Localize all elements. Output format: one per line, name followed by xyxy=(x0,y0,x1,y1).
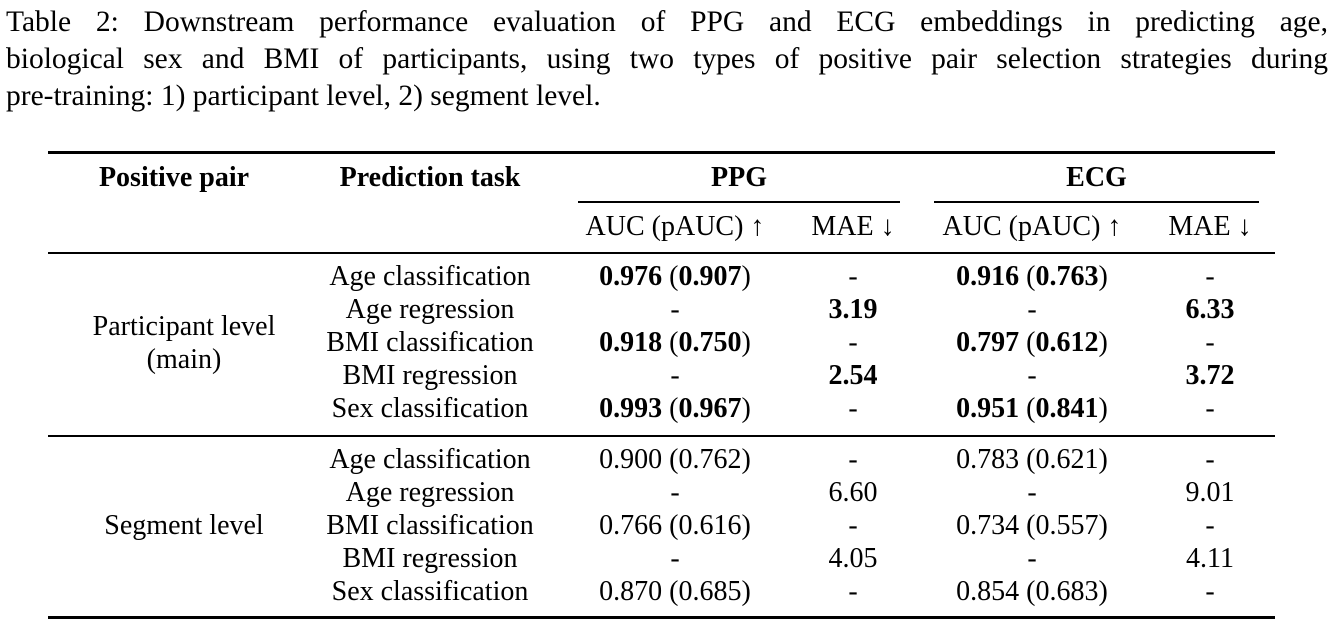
ppg-pauc-value: 0.762 xyxy=(678,444,742,475)
ecg-mae-cell: 9.01 xyxy=(1185,477,1235,508)
col-header-positive-pair: Positive pair xyxy=(98,162,250,193)
ppg-cmidrule xyxy=(578,201,900,203)
ppg-auc-cell: 0.993 (0.967) xyxy=(599,393,751,424)
subheader-ppg-mae: MAE ↓ xyxy=(811,211,895,242)
ecg-auc-cell: 0.783 (0.621) xyxy=(956,444,1108,475)
task-cell: BMI classification xyxy=(326,510,534,541)
ppg-mae-cell: 4.05 xyxy=(828,543,878,574)
col-header-ecg: ECG xyxy=(1066,162,1127,193)
ppg-auc-cell: - xyxy=(670,477,680,508)
ppg-auc-value: 0.870 xyxy=(599,576,663,607)
ecg-pauc-value: 0.621 xyxy=(1035,444,1099,475)
ecg-auc-cell: - xyxy=(1027,477,1037,508)
task-cell: BMI regression xyxy=(342,360,518,391)
ppg-auc-cell: 0.870 (0.685) xyxy=(599,576,751,607)
ecg-auc-value: 0.797 xyxy=(956,327,1020,358)
task-cell: BMI regression xyxy=(342,543,518,574)
ecg-mae-cell: - xyxy=(1205,261,1215,292)
group-label-participant: Participant level xyxy=(92,311,276,342)
ecg-auc-cell: 0.854 (0.683) xyxy=(956,576,1108,607)
ecg-auc-cell: - xyxy=(1027,294,1037,325)
ecg-pauc-value: 0.612 xyxy=(1035,327,1099,358)
top-rule xyxy=(48,151,1275,154)
ppg-auc-cell: - xyxy=(670,543,680,574)
ppg-auc-value: 0.766 xyxy=(599,510,663,541)
group-label-participant-sub: (main) xyxy=(146,344,222,375)
ppg-pauc-value: 0.685 xyxy=(678,576,742,607)
subheader-ecg-auc: AUC (pAUC) ↑ xyxy=(942,211,1122,242)
ppg-mae-cell: 3.19 xyxy=(828,294,878,325)
ecg-auc-cell: - xyxy=(1027,543,1037,574)
ecg-auc-cell: 0.951 (0.841) xyxy=(956,393,1108,424)
ecg-mae-cell: - xyxy=(1205,327,1215,358)
ppg-auc-cell: 0.900 (0.762) xyxy=(599,444,751,475)
ppg-pauc-value: 0.750 xyxy=(678,327,742,358)
ppg-pauc-value: 0.967 xyxy=(678,393,742,424)
ecg-mae-cell: - xyxy=(1205,576,1215,607)
ecg-auc-value: 0.734 xyxy=(956,510,1020,541)
ecg-cmidrule xyxy=(934,201,1259,203)
ecg-auc-cell: - xyxy=(1027,360,1037,391)
group-label-segment: Segment level xyxy=(104,510,264,541)
task-cell: Sex classification xyxy=(331,393,529,424)
ecg-auc-cell: 0.916 (0.763) xyxy=(956,261,1108,292)
ppg-mae-cell: - xyxy=(848,510,858,541)
bottom-rule xyxy=(48,616,1275,619)
subheader-ppg-auc: AUC (pAUC) ↑ xyxy=(585,211,765,242)
ecg-mae-cell: 4.11 xyxy=(1186,543,1234,574)
ppg-mae-cell: 2.54 xyxy=(828,360,878,391)
ppg-auc-value: 0.976 xyxy=(599,261,663,292)
ecg-auc-value: 0.783 xyxy=(956,444,1020,475)
ecg-mae-cell: 3.72 xyxy=(1185,360,1235,391)
ppg-pauc-value: 0.616 xyxy=(678,510,742,541)
ppg-mae-cell: 6.60 xyxy=(828,477,878,508)
task-cell: Age classification xyxy=(329,261,531,292)
ppg-auc-value: 0.900 xyxy=(599,444,663,475)
ppg-auc-cell: 0.918 (0.750) xyxy=(599,327,751,358)
ppg-mae-cell: - xyxy=(848,444,858,475)
subheader-ecg-mae: MAE ↓ xyxy=(1168,211,1252,242)
ppg-auc-cell: - xyxy=(670,294,680,325)
ecg-auc-value: 0.854 xyxy=(956,576,1020,607)
ecg-mae-cell: - xyxy=(1205,510,1215,541)
ppg-auc-value: 0.918 xyxy=(599,327,663,358)
ecg-auc-cell: 0.797 (0.612) xyxy=(956,327,1108,358)
caption-line-3: pre-training: 1) participant level, 2) s… xyxy=(6,80,601,112)
header-rule xyxy=(48,252,1275,254)
ecg-mae-cell: 6.33 xyxy=(1185,294,1235,325)
ppg-mae-cell: - xyxy=(848,393,858,424)
ecg-pauc-value: 0.763 xyxy=(1035,261,1099,292)
task-cell: Age regression xyxy=(345,294,515,325)
ecg-mae-cell: - xyxy=(1205,393,1215,424)
ppg-mae-cell: - xyxy=(848,261,858,292)
ppg-auc-cell: - xyxy=(670,360,680,391)
ecg-pauc-value: 0.557 xyxy=(1035,510,1099,541)
task-cell: BMI classification xyxy=(326,327,534,358)
ecg-mae-cell: - xyxy=(1205,444,1215,475)
ecg-auc-cell: 0.734 (0.557) xyxy=(956,510,1108,541)
ppg-mae-cell: - xyxy=(848,576,858,607)
ppg-mae-cell: - xyxy=(848,327,858,358)
ppg-auc-cell: 0.766 (0.616) xyxy=(599,510,751,541)
task-cell: Age regression xyxy=(345,477,515,508)
task-cell: Sex classification xyxy=(331,576,529,607)
task-cell: Age classification xyxy=(329,444,531,475)
ppg-auc-cell: 0.976 (0.907) xyxy=(599,261,751,292)
ecg-pauc-value: 0.683 xyxy=(1035,576,1099,607)
caption-line-1: Table 2: Downstream performance evaluati… xyxy=(6,6,1328,38)
ecg-pauc-value: 0.841 xyxy=(1035,393,1099,424)
col-header-prediction-task: Prediction task xyxy=(339,162,521,193)
col-header-ppg: PPG xyxy=(711,162,767,193)
ppg-auc-value: 0.993 xyxy=(599,393,663,424)
ppg-pauc-value: 0.907 xyxy=(678,261,742,292)
group-rule xyxy=(48,435,1275,437)
caption-line-2: biological sex and BMI of participants, … xyxy=(6,43,1328,75)
ecg-auc-value: 0.951 xyxy=(956,393,1020,424)
table-caption: Table 2: Downstream performance evaluati… xyxy=(6,4,1328,115)
ecg-auc-value: 0.916 xyxy=(956,261,1020,292)
